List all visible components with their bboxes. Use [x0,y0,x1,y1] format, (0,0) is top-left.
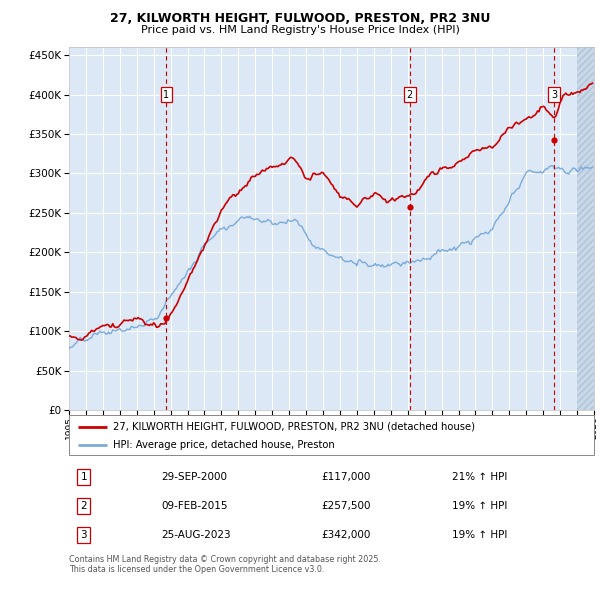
Text: 2: 2 [80,501,87,511]
FancyBboxPatch shape [69,415,594,455]
Text: 3: 3 [551,90,557,100]
Text: £257,500: £257,500 [321,501,371,511]
Text: 29-SEP-2000: 29-SEP-2000 [161,471,227,481]
Text: This data is licensed under the Open Government Licence v3.0.: This data is licensed under the Open Gov… [69,565,325,573]
Text: 3: 3 [80,530,87,540]
Text: 09-FEB-2015: 09-FEB-2015 [161,501,227,511]
Text: 1: 1 [80,471,87,481]
Text: £117,000: £117,000 [321,471,370,481]
Text: 21% ↑ HPI: 21% ↑ HPI [452,471,508,481]
Text: 19% ↑ HPI: 19% ↑ HPI [452,530,508,540]
Bar [577,47,594,410]
Text: Price paid vs. HM Land Registry's House Price Index (HPI): Price paid vs. HM Land Registry's House … [140,25,460,35]
Text: HPI: Average price, detached house, Preston: HPI: Average price, detached house, Pres… [113,441,334,450]
Text: 27, KILWORTH HEIGHT, FULWOOD, PRESTON, PR2 3NU: 27, KILWORTH HEIGHT, FULWOOD, PRESTON, P… [110,12,490,25]
Text: 25-AUG-2023: 25-AUG-2023 [161,530,230,540]
Text: 27, KILWORTH HEIGHT, FULWOOD, PRESTON, PR2 3NU (detached house): 27, KILWORTH HEIGHT, FULWOOD, PRESTON, P… [113,422,475,432]
Text: 19% ↑ HPI: 19% ↑ HPI [452,501,508,511]
Text: £342,000: £342,000 [321,530,370,540]
Text: Contains HM Land Registry data © Crown copyright and database right 2025.: Contains HM Land Registry data © Crown c… [69,555,381,563]
Text: 2: 2 [407,90,413,100]
Text: 1: 1 [163,90,169,100]
